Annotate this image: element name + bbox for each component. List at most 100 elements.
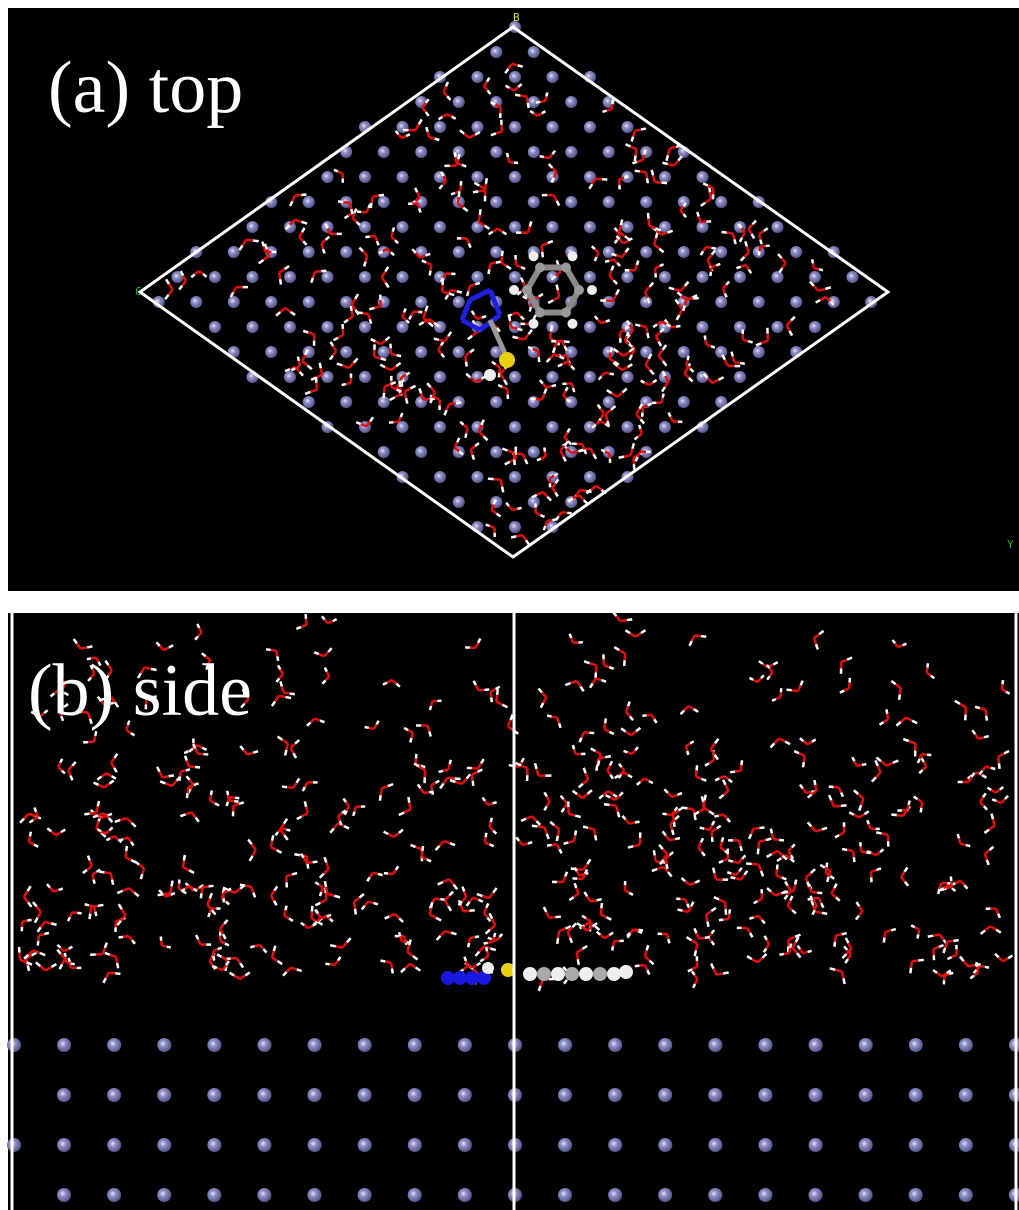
metal-atom (490, 246, 502, 258)
water-bond (225, 943, 229, 945)
water-bond (730, 772, 735, 773)
metal-atom (207, 1088, 221, 1102)
water-bond (486, 525, 490, 526)
metal-atom (859, 1088, 873, 1102)
water-bond (497, 689, 498, 695)
water-bond (907, 805, 908, 810)
metal-atom (308, 1188, 322, 1202)
water-bond (510, 321, 511, 327)
water-bond (455, 152, 456, 157)
water-bond (688, 356, 689, 360)
water-bond (84, 814, 89, 815)
metal-atom (434, 221, 446, 233)
metal-atom (322, 171, 334, 183)
water-bond (250, 946, 254, 947)
water-bond (334, 170, 338, 172)
water-bond (280, 681, 281, 686)
panel-label: (a) top (48, 47, 243, 129)
water-bond (716, 973, 723, 974)
water-bond (528, 347, 532, 349)
water-bond (167, 947, 171, 948)
water-bond (277, 656, 278, 661)
water-bond (305, 801, 306, 806)
water-bond (162, 776, 168, 777)
metal-atom (397, 321, 409, 333)
metal-atom (472, 171, 484, 183)
metal-atom (284, 271, 296, 283)
water-bond (620, 620, 627, 621)
water-bond (992, 799, 996, 801)
water-bond (186, 769, 190, 770)
metal-atom (603, 246, 615, 258)
water-bond (530, 307, 531, 312)
water-bond (324, 857, 326, 862)
water-bond (457, 291, 462, 292)
metal-atom (809, 1138, 823, 1152)
water-bond (286, 697, 291, 698)
water-bond (655, 855, 656, 861)
water-bond (722, 837, 723, 842)
water-bond (605, 756, 611, 757)
water-bond (631, 449, 633, 456)
water-bond (783, 892, 788, 893)
water-bond (646, 327, 647, 333)
water-bond (741, 846, 742, 851)
metal-atom (434, 121, 446, 133)
water-bond (520, 96, 526, 97)
metal-atom (509, 121, 521, 133)
water-bond (491, 697, 492, 702)
metal-atom (809, 1088, 823, 1102)
water-bond (827, 877, 828, 882)
metal-atom (509, 371, 521, 383)
water-bond (209, 886, 214, 887)
water-bond (298, 357, 299, 361)
metal-atom (397, 221, 409, 233)
water-bond (431, 701, 432, 706)
water-bond (325, 668, 327, 672)
water-bond (486, 833, 487, 837)
water-bond (729, 909, 730, 913)
water-bond (772, 699, 776, 701)
water-bond (393, 228, 394, 232)
water-bond (498, 385, 502, 387)
water-bond (647, 715, 652, 716)
metal-atom (584, 471, 596, 483)
metal-atom (658, 1038, 672, 1052)
water-bond (494, 500, 496, 505)
water-bond (460, 186, 461, 191)
water-bond (569, 814, 576, 816)
water-bond (496, 262, 501, 263)
water-bond (567, 513, 571, 514)
water-bond (187, 793, 188, 798)
water-bond (953, 940, 958, 941)
metal-atom (547, 271, 559, 283)
water-bond (430, 706, 431, 710)
water-bond (253, 893, 255, 898)
water-bond (373, 196, 379, 197)
water-bond (817, 893, 822, 894)
water-bond (290, 693, 295, 694)
metal-atom (753, 346, 765, 358)
water-bond (477, 894, 482, 896)
axis-label: B (513, 11, 520, 24)
metal-atom (640, 196, 652, 208)
water-bond (439, 771, 443, 772)
water-bond (92, 875, 93, 880)
water-bond (787, 690, 792, 691)
water-bond (861, 852, 866, 853)
water-bond (372, 197, 373, 203)
water-bond (565, 872, 567, 877)
mol-atom (579, 967, 593, 981)
water-bond (211, 791, 212, 796)
water-bond (604, 804, 609, 805)
water-bond (639, 965, 645, 966)
water-bond (753, 828, 759, 829)
water-bond (320, 721, 324, 723)
water-bond (392, 969, 393, 974)
water-bond (887, 714, 888, 719)
water-bond (573, 745, 574, 749)
water-bond (142, 868, 144, 874)
water-bond (549, 917, 555, 918)
metal-atom (659, 171, 671, 183)
water-bond (508, 314, 512, 316)
